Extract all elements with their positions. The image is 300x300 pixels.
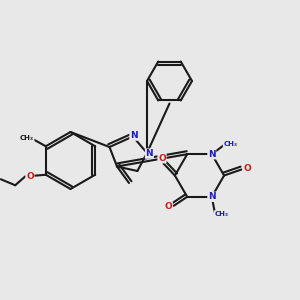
Text: O: O: [164, 202, 172, 211]
Text: O: O: [158, 154, 166, 163]
Text: O: O: [243, 164, 251, 173]
Text: N: N: [146, 149, 153, 158]
Text: N: N: [208, 192, 216, 201]
Text: N: N: [130, 131, 138, 140]
Text: N: N: [208, 150, 216, 159]
Text: CH₃: CH₃: [224, 141, 237, 147]
Text: CH₃: CH₃: [214, 211, 228, 217]
Text: O: O: [26, 172, 34, 181]
Text: CH₃: CH₃: [20, 135, 34, 141]
